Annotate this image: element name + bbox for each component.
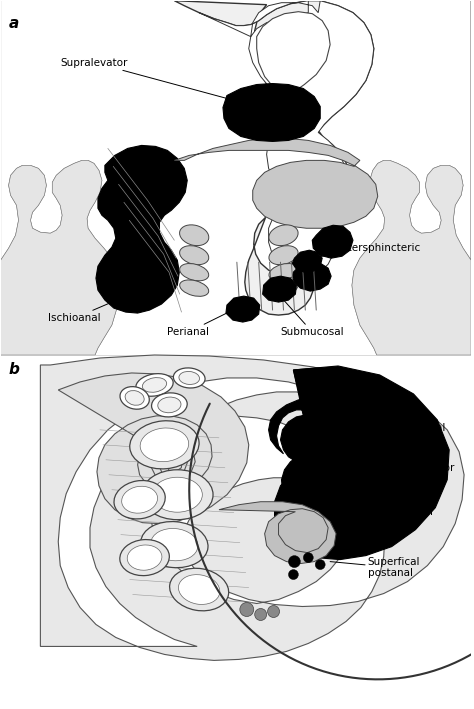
Polygon shape bbox=[292, 250, 322, 272]
Ellipse shape bbox=[180, 225, 209, 245]
Ellipse shape bbox=[180, 246, 209, 264]
Polygon shape bbox=[352, 1, 471, 355]
Text: a: a bbox=[9, 16, 19, 30]
Polygon shape bbox=[0, 355, 471, 708]
Ellipse shape bbox=[170, 568, 228, 611]
Text: Perianal: Perianal bbox=[167, 308, 237, 337]
Polygon shape bbox=[281, 370, 429, 557]
Circle shape bbox=[268, 605, 280, 618]
Polygon shape bbox=[292, 262, 331, 291]
Ellipse shape bbox=[152, 477, 202, 512]
Ellipse shape bbox=[180, 264, 209, 281]
Polygon shape bbox=[223, 84, 320, 141]
Text: Superfical
postanal: Superfical postanal bbox=[330, 557, 420, 579]
Polygon shape bbox=[58, 373, 249, 524]
Polygon shape bbox=[0, 1, 120, 355]
Ellipse shape bbox=[269, 246, 298, 264]
Polygon shape bbox=[96, 145, 187, 313]
Polygon shape bbox=[257, 11, 330, 96]
Text: Supralevator: Supralevator bbox=[373, 463, 455, 476]
Ellipse shape bbox=[114, 481, 165, 519]
Text: Intersphincteric: Intersphincteric bbox=[308, 243, 420, 258]
Polygon shape bbox=[274, 366, 449, 559]
Text: b: b bbox=[9, 362, 19, 377]
Ellipse shape bbox=[269, 264, 298, 281]
Polygon shape bbox=[0, 1, 471, 355]
Ellipse shape bbox=[136, 374, 173, 396]
Ellipse shape bbox=[120, 386, 149, 409]
Polygon shape bbox=[219, 502, 336, 564]
Text: Supralevator: Supralevator bbox=[60, 57, 257, 106]
Ellipse shape bbox=[130, 420, 199, 469]
Ellipse shape bbox=[269, 280, 298, 296]
Ellipse shape bbox=[141, 522, 208, 568]
Ellipse shape bbox=[152, 393, 187, 417]
Ellipse shape bbox=[179, 574, 220, 605]
Polygon shape bbox=[174, 1, 374, 315]
Ellipse shape bbox=[269, 225, 298, 245]
Text: Submucosal: Submucosal bbox=[276, 292, 344, 337]
Polygon shape bbox=[0, 160, 120, 355]
Ellipse shape bbox=[140, 428, 189, 462]
Ellipse shape bbox=[151, 528, 198, 561]
Circle shape bbox=[303, 552, 313, 563]
Ellipse shape bbox=[158, 397, 181, 413]
Polygon shape bbox=[174, 138, 378, 228]
Ellipse shape bbox=[125, 391, 144, 406]
Ellipse shape bbox=[173, 368, 205, 388]
Polygon shape bbox=[263, 276, 296, 302]
Ellipse shape bbox=[122, 486, 157, 513]
Text: Deep
postanal: Deep postanal bbox=[366, 495, 433, 516]
Ellipse shape bbox=[142, 470, 213, 520]
Ellipse shape bbox=[179, 372, 200, 384]
Circle shape bbox=[315, 559, 325, 569]
Polygon shape bbox=[352, 160, 471, 355]
Polygon shape bbox=[226, 296, 260, 322]
Circle shape bbox=[240, 603, 254, 617]
Ellipse shape bbox=[180, 280, 209, 296]
Text: Ischioanal: Ischioanal bbox=[48, 285, 152, 323]
Ellipse shape bbox=[120, 540, 169, 576]
Polygon shape bbox=[40, 355, 464, 660]
Polygon shape bbox=[199, 1, 374, 276]
Circle shape bbox=[289, 569, 298, 579]
Ellipse shape bbox=[127, 545, 162, 570]
Text: Retrorectal: Retrorectal bbox=[368, 423, 445, 440]
Circle shape bbox=[289, 556, 301, 568]
Circle shape bbox=[255, 608, 266, 620]
Polygon shape bbox=[312, 225, 353, 258]
Ellipse shape bbox=[142, 378, 167, 392]
Polygon shape bbox=[269, 368, 422, 520]
